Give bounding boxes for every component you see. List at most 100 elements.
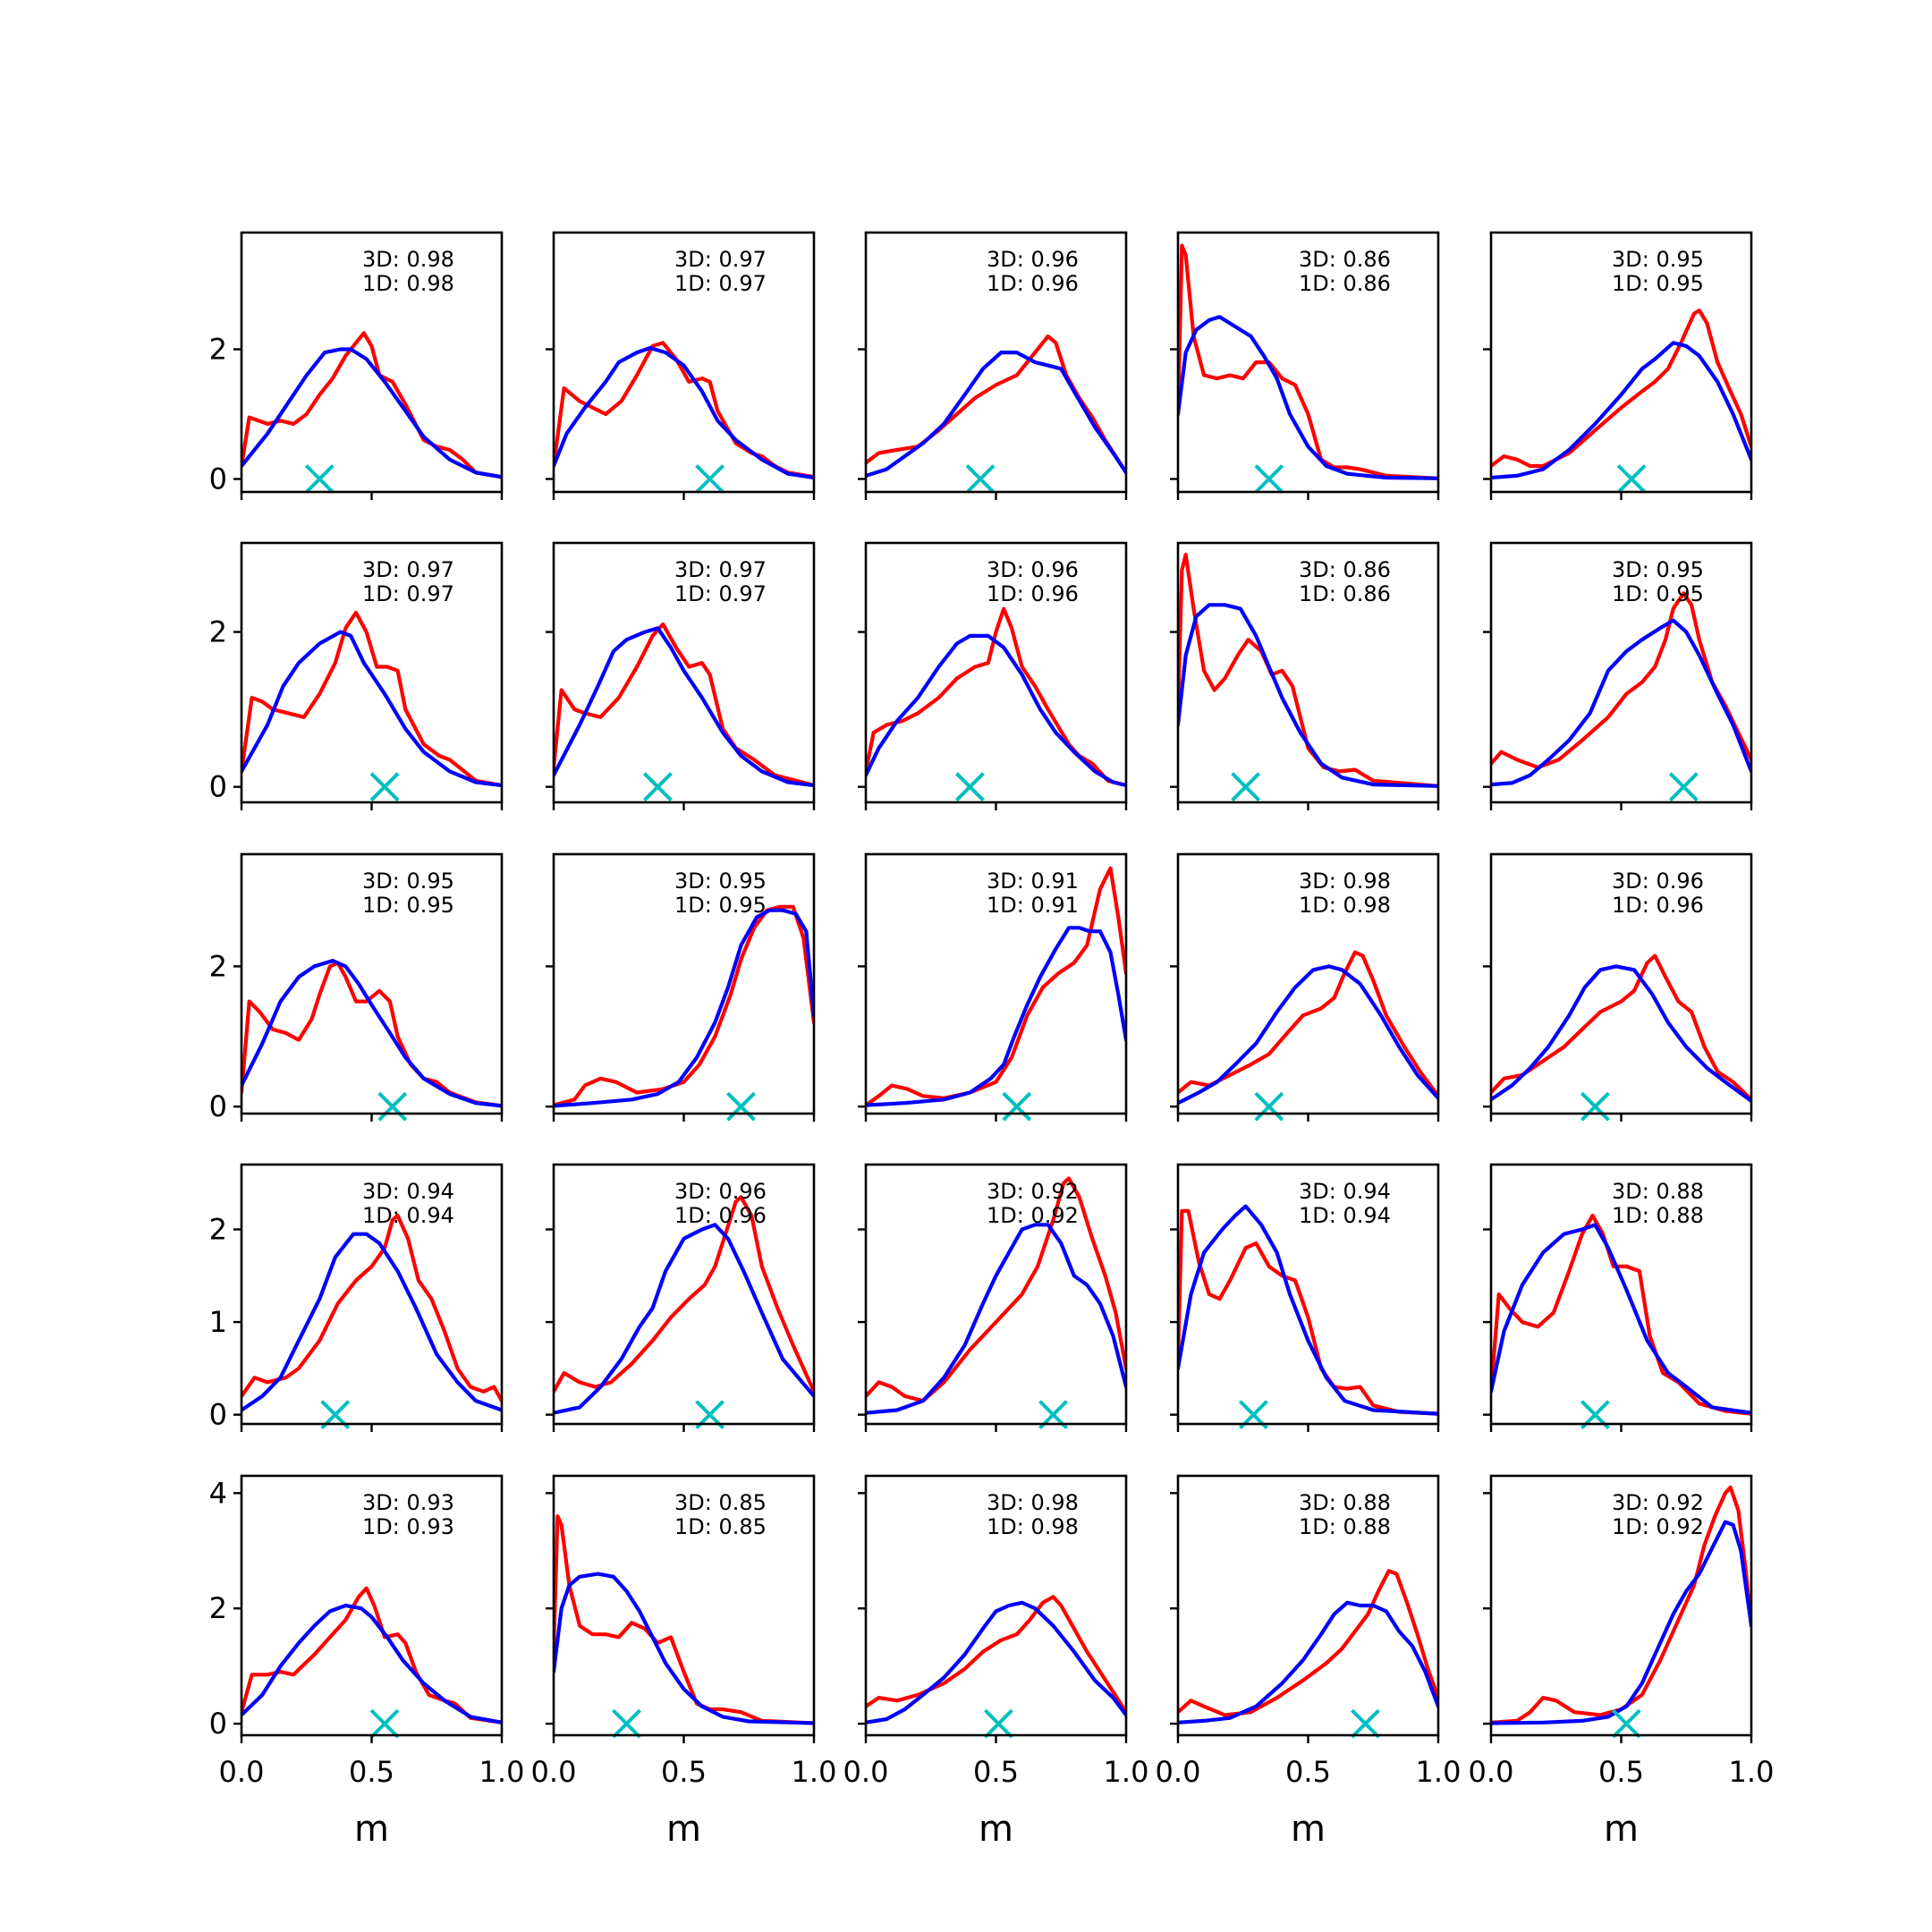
- annotation-1d: 1D: 0.98: [1299, 893, 1391, 918]
- annotation-1d: 1D: 0.96: [1612, 893, 1704, 918]
- red-curve: [1491, 953, 1751, 1102]
- red-curve: [554, 1514, 814, 1725]
- y-tick-label: 2: [209, 1213, 227, 1247]
- blue-curve: [1178, 315, 1438, 480]
- blue-curve: [1491, 964, 1751, 1103]
- red-curve: [1178, 1208, 1438, 1416]
- blue-curve: [554, 1223, 814, 1415]
- x-axis-label: m: [979, 1809, 1013, 1850]
- x-marker: [1611, 1708, 1641, 1739]
- annotation-3d: 3D: 0.98: [987, 1490, 1079, 1515]
- annotation-3d: 3D: 0.97: [674, 247, 767, 272]
- annotation-1d: 1D: 0.94: [362, 1203, 454, 1228]
- annotation-1d: 1D: 0.93: [362, 1514, 454, 1539]
- x-marker: [1002, 1091, 1032, 1122]
- x-tick-label: 0.5: [661, 1755, 707, 1789]
- annotation-3d: 3D: 0.96: [674, 1179, 767, 1204]
- x-tick-label: 1.0: [792, 1755, 837, 1789]
- x-marker: [1254, 464, 1284, 494]
- red-curve: [866, 866, 1126, 1107]
- blue-curve: [242, 1232, 502, 1412]
- annotation-3d: 3D: 0.95: [1612, 247, 1704, 272]
- x-marker: [695, 464, 725, 494]
- x-marker: [1580, 1091, 1610, 1122]
- annotation-3d: 3D: 0.98: [362, 247, 454, 272]
- blue-curve: [1491, 1520, 1751, 1725]
- annotation-1d: 1D: 0.95: [1612, 581, 1704, 606]
- blue-curve: [1178, 1204, 1438, 1416]
- annotation-1d: 1D: 0.95: [362, 893, 454, 918]
- annotation-1d: 1D: 0.96: [674, 1203, 767, 1228]
- blue-curve: [1491, 618, 1751, 787]
- red-curve: [242, 1586, 502, 1724]
- annotation-3d: 3D: 0.88: [1299, 1490, 1391, 1515]
- blue-curve: [866, 1223, 1126, 1415]
- blue-curve: [1491, 1223, 1751, 1415]
- annotation-3d: 3D: 0.95: [362, 869, 454, 894]
- blue-curve: [1491, 341, 1751, 480]
- blue-curve: [1178, 1600, 1438, 1724]
- y-tick-label: 2: [209, 615, 227, 649]
- blue-curve: [866, 351, 1126, 478]
- red-curve: [866, 606, 1126, 788]
- red-curve: [866, 1176, 1126, 1403]
- annotation-1d: 1D: 0.94: [1299, 1203, 1391, 1228]
- annotation-1d: 1D: 0.88: [1612, 1203, 1704, 1228]
- red-curve: [554, 341, 814, 479]
- annotation-1d: 1D: 0.96: [987, 581, 1079, 606]
- red-curve: [554, 904, 814, 1107]
- x-marker: [1616, 464, 1647, 494]
- red-curve: [1491, 1213, 1751, 1416]
- annotation-3d: 3D: 0.93: [362, 1490, 454, 1515]
- red-curve: [242, 1213, 502, 1403]
- x-tick-label: 1.0: [1104, 1755, 1149, 1789]
- y-tick-label: 1: [209, 1305, 227, 1339]
- annotation-1d: 1D: 0.88: [1299, 1514, 1391, 1539]
- annotation-3d: 3D: 0.86: [1299, 247, 1391, 272]
- x-tick-label: 0.5: [1285, 1755, 1331, 1789]
- annotation-1d: 1D: 0.98: [362, 271, 454, 296]
- x-axis-label: m: [1604, 1809, 1639, 1850]
- annotation-3d: 3D: 0.94: [362, 1179, 454, 1204]
- x-axis-label: m: [666, 1809, 701, 1850]
- red-curve: [242, 331, 502, 479]
- x-tick-label: 0.5: [1598, 1755, 1644, 1789]
- x-axis-label: m: [354, 1809, 389, 1850]
- annotation-1d: 1D: 0.91: [987, 893, 1079, 918]
- y-tick-label: 0: [209, 462, 227, 496]
- x-marker: [1351, 1708, 1380, 1739]
- annotation-1d: 1D: 0.86: [1299, 581, 1391, 606]
- x-marker: [304, 464, 335, 494]
- red-curve: [242, 961, 502, 1108]
- annotation-3d: 3D: 0.85: [674, 1490, 767, 1515]
- annotation-3d: 3D: 0.97: [362, 557, 454, 582]
- annotation-3d: 3D: 0.96: [987, 557, 1079, 582]
- y-tick-label: 4: [209, 1476, 227, 1510]
- x-tick-label: 0.0: [1156, 1755, 1201, 1789]
- x-marker: [965, 464, 996, 494]
- y-tick-label: 0: [209, 1398, 227, 1432]
- annotation-1d: 1D: 0.85: [674, 1514, 767, 1539]
- blue-curve: [554, 1572, 814, 1725]
- annotation-1d: 1D: 0.97: [674, 271, 767, 296]
- annotation-1d: 1D: 0.97: [362, 581, 454, 606]
- red-curve: [1178, 1569, 1438, 1717]
- annotation-1d: 1D: 0.95: [1612, 271, 1704, 296]
- annotation-3d: 3D: 0.86: [1299, 557, 1391, 582]
- blue-curve: [1178, 964, 1438, 1106]
- red-curve: [1491, 1485, 1751, 1724]
